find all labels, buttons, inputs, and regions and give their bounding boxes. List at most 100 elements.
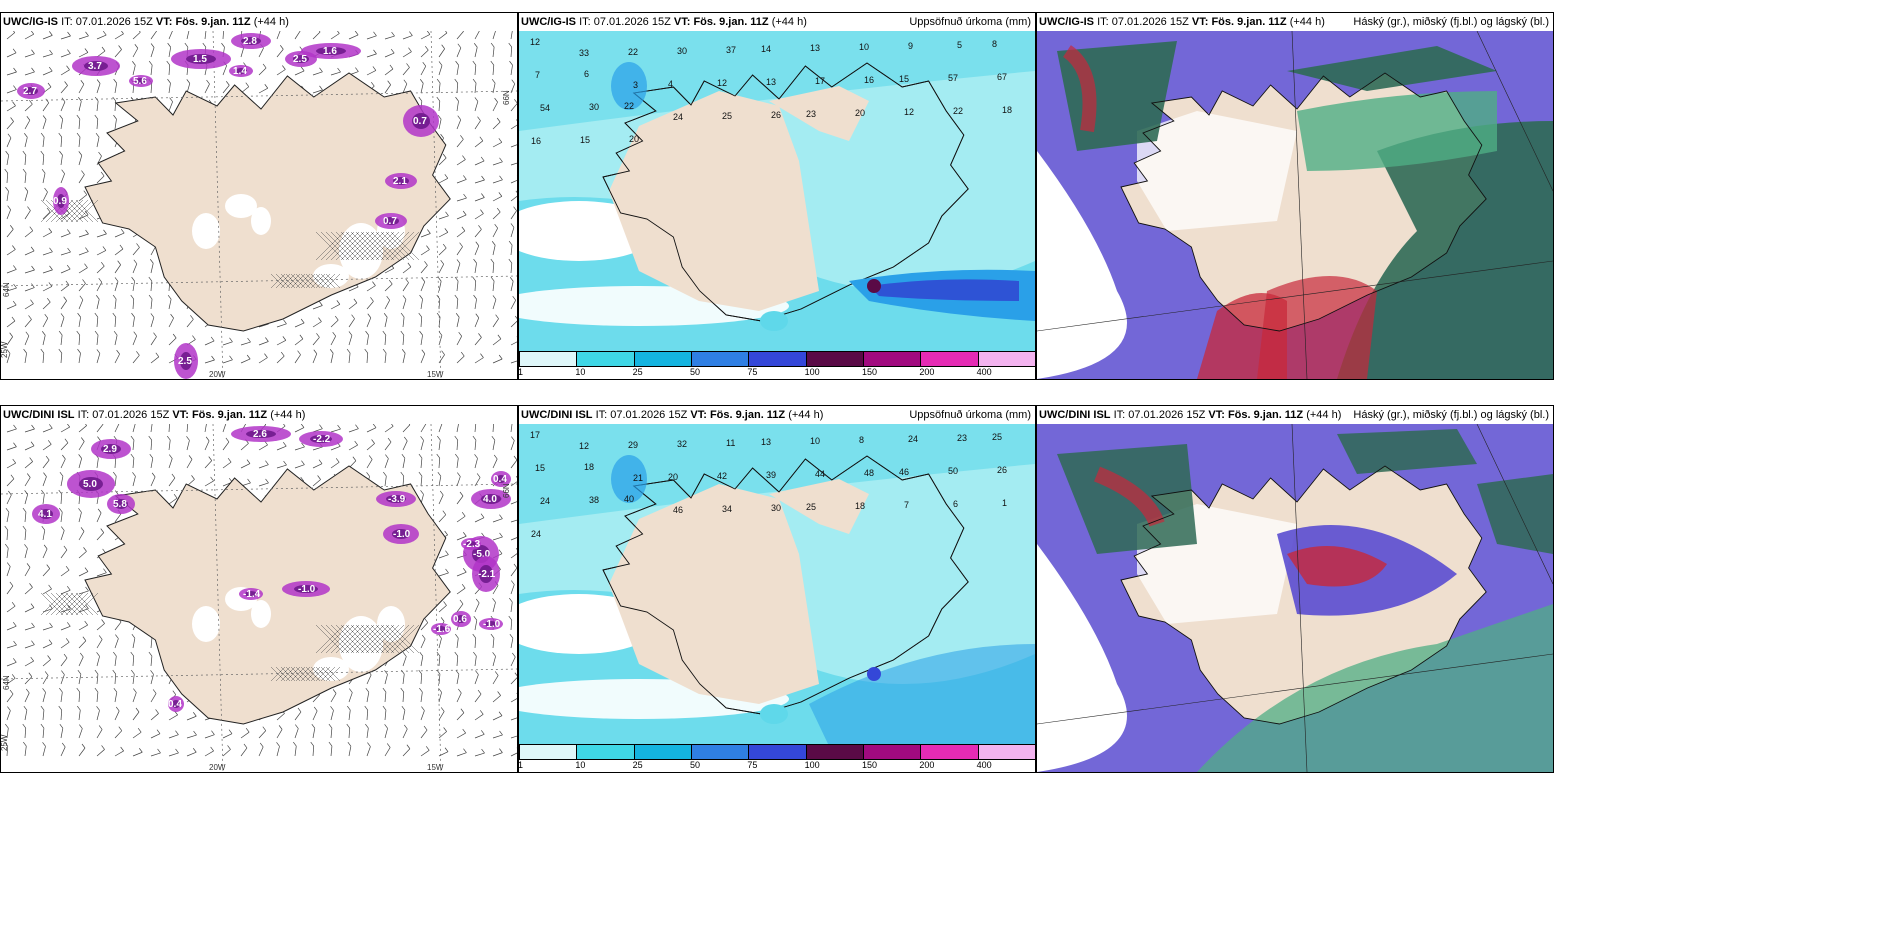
wind-barb xyxy=(312,694,321,703)
high-cloud xyxy=(1197,604,1553,772)
high-cloud xyxy=(1337,429,1477,474)
wind-barb xyxy=(114,353,120,364)
wind-barb-flag xyxy=(442,510,447,515)
wind-barb-flag xyxy=(492,652,496,657)
wind-barb xyxy=(60,268,71,274)
wind-barb xyxy=(168,299,172,310)
wind-barb xyxy=(186,459,193,469)
colorbar-tick-label: 400 xyxy=(976,367,992,377)
wind-barb xyxy=(384,476,387,487)
wind-barb-flag xyxy=(149,453,154,459)
precip-value-label: 50 xyxy=(948,466,958,476)
wind-barb xyxy=(492,458,498,469)
colorbar-tick-label: 10 xyxy=(575,367,586,377)
wind-barb xyxy=(438,638,442,649)
wind-barb-flag xyxy=(490,60,495,66)
wind-barb xyxy=(240,341,251,346)
precip-map[interactable]: 12 33 22 30 37 14 13 10 9 5 8 7 6 3 4 12 13 17 16 15 57 67 54 3… xyxy=(519,31,1035,353)
wind-barb xyxy=(456,355,465,364)
wind-barb xyxy=(60,300,67,310)
wind-barb-flag xyxy=(30,299,34,304)
wind-barb xyxy=(96,50,106,58)
wind-barb-flag xyxy=(499,730,503,736)
wind-barb-flag xyxy=(101,745,105,750)
wind-barb-flag xyxy=(65,565,70,571)
hatch-line xyxy=(355,624,385,654)
wind-map[interactable]: 3.7 1.5 1.6 0.7 2.1 0.7 0.9 2.5 2.7 5.6 1.4 2.5 2.8 2… xyxy=(1,31,517,379)
wind-barb-flag xyxy=(49,622,53,628)
wind-barb xyxy=(366,443,375,451)
wind-barb-flag xyxy=(112,96,116,102)
wind-barb-flag xyxy=(348,331,353,336)
wind-barb xyxy=(222,733,233,739)
wind-barb-flag xyxy=(228,729,233,734)
wind-barb-flag xyxy=(512,295,516,301)
hatch-line xyxy=(310,273,326,289)
precip-value-label: 20 xyxy=(629,134,639,144)
wind-barb-flag xyxy=(301,442,305,448)
wind-barb-flag xyxy=(9,689,14,695)
wind-barb-flag xyxy=(498,138,503,143)
wind-barb-flag xyxy=(4,741,9,747)
wind-barb-flag xyxy=(26,116,31,121)
wind-barb xyxy=(132,355,140,364)
wind-barb xyxy=(24,607,35,613)
wind-barb-flag xyxy=(441,44,445,49)
hatch-line xyxy=(340,624,370,654)
wind-barb-flag xyxy=(509,633,514,639)
wind-barb-flag xyxy=(130,435,135,441)
wind-barb xyxy=(150,65,153,76)
axis-label-15w: 15W xyxy=(427,370,444,379)
wind-barb-flag xyxy=(310,741,315,747)
wind-barb-flag xyxy=(455,313,460,318)
wind-barb-flag xyxy=(280,351,285,357)
wind-barb-flag xyxy=(438,688,442,693)
wind-barb xyxy=(42,353,45,364)
precip-value-label: 16 xyxy=(864,75,874,85)
wind-barb-flag xyxy=(265,460,269,465)
hatch-line xyxy=(335,624,365,654)
precip-value-label: 18 xyxy=(855,501,865,511)
wind-barb xyxy=(6,191,9,202)
wind-barb-flag xyxy=(513,206,517,211)
wind-map[interactable]: 2.9 5.0 5.8 4.1 2.6 -2.2 -3.9 -1.0 4.0 -5.0 -2.1 -1… xyxy=(1,424,517,772)
wind-barb-flag xyxy=(130,651,135,657)
wind-barb-flag xyxy=(22,507,27,513)
hatch-line xyxy=(300,273,316,289)
wind-barb-flag xyxy=(445,31,448,34)
wind-barb-flag xyxy=(30,603,35,608)
wind-barb xyxy=(6,137,12,148)
hatch-line xyxy=(385,231,415,261)
wind-barb-flag xyxy=(66,65,70,70)
wind-barb-flag xyxy=(44,187,48,193)
panel-cloud-top: UWC/IG-IS IT: 07.01.2026 15Z VT: Fös. 9.… xyxy=(1036,12,1554,380)
wind-value-label: -2.2 xyxy=(313,434,331,445)
wind-barb xyxy=(492,121,501,130)
wind-barb xyxy=(456,83,459,94)
wind-barb xyxy=(168,317,174,328)
wind-barb-flag xyxy=(150,670,154,675)
cloud-map[interactable] xyxy=(1037,424,1553,772)
wind-barb-flag xyxy=(26,563,31,568)
precip-map[interactable]: 17 12 29 32 11 13 10 8 24 23 25 15 18 21 20 42 39 44 48 46 5… xyxy=(519,424,1035,746)
wind-barb-flag xyxy=(78,151,83,156)
wind-barb xyxy=(42,211,51,220)
wind-barb-flag xyxy=(148,294,153,300)
wind-barb-flag xyxy=(5,150,9,156)
wind-barb-flag xyxy=(131,312,135,318)
wind-barb-flag xyxy=(115,634,119,639)
wind-barb xyxy=(168,101,173,112)
wind-barb xyxy=(132,692,137,703)
wind-barb-flag xyxy=(419,651,424,657)
wind-barb xyxy=(276,445,287,451)
wind-barb xyxy=(492,281,495,292)
wind-barb-flag xyxy=(7,706,11,711)
wind-barb-flag xyxy=(85,586,89,592)
wind-barb-flag xyxy=(472,78,477,84)
wind-barb xyxy=(420,638,426,649)
wind-barb-flag xyxy=(481,748,485,754)
cloud-map[interactable] xyxy=(1037,31,1553,379)
wind-barb xyxy=(492,179,503,184)
wind-barb-flag xyxy=(23,348,27,354)
wind-barb xyxy=(78,299,84,310)
